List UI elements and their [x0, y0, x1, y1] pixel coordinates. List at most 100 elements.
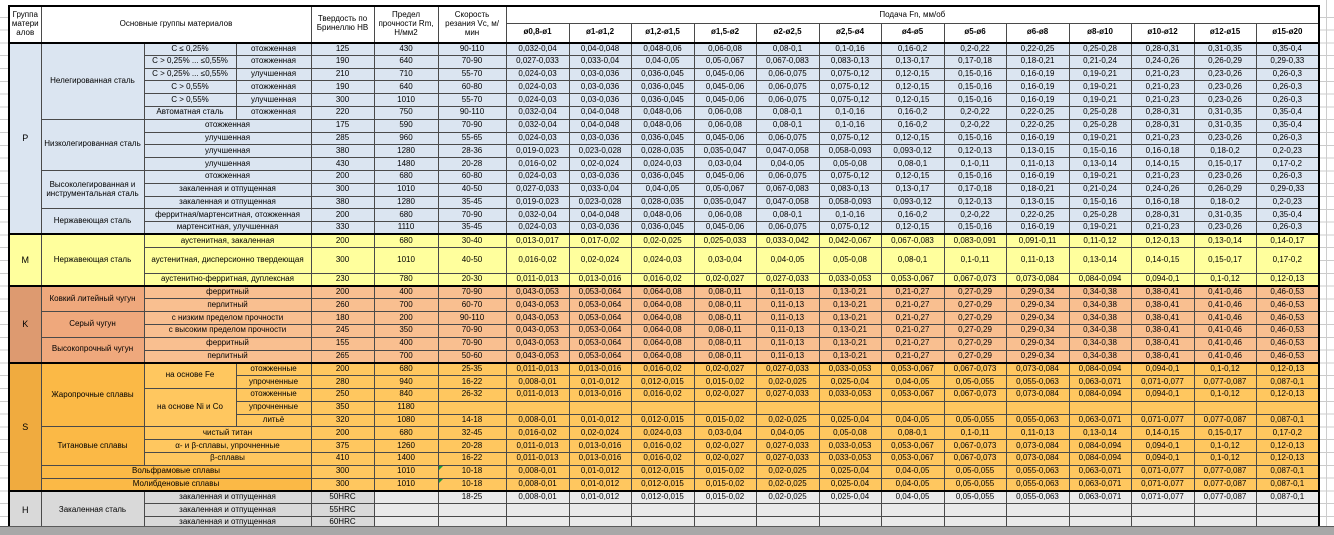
feed-value[interactable]: 0,019-0,023: [505, 195, 570, 210]
feed-value[interactable]: 0,26-0,3: [1255, 93, 1320, 107]
feed-value[interactable]: 0,16-0,19: [1005, 67, 1070, 82]
rm-value[interactable]: 1010: [373, 182, 439, 197]
rm-value[interactable]: 640: [373, 80, 439, 95]
material-label[interactable]: Молибденовые сплавы: [40, 477, 312, 492]
feed-value[interactable]: 0,18-0,2: [1193, 144, 1257, 159]
feed-value[interactable]: 0,011-0,013: [505, 387, 570, 402]
feed-value[interactable]: 0,013-0,016: [568, 387, 632, 402]
vc-value[interactable]: 16-22: [437, 451, 507, 466]
feed-value[interactable]: 0,06-0,08: [693, 105, 757, 120]
feed-value[interactable]: 0,08-0,1: [880, 246, 945, 274]
feed-value[interactable]: 0,075-0,12: [818, 80, 882, 95]
hb-value[interactable]: 330: [310, 221, 375, 235]
feed-value[interactable]: 0,024-0,03: [505, 221, 570, 235]
feed-value[interactable]: 0,043-0,053: [505, 336, 570, 351]
feed-value[interactable]: 0,02-0,027: [693, 387, 757, 402]
feed-value[interactable]: 0,06-0,08: [693, 118, 757, 133]
hb-value[interactable]: 190: [310, 80, 375, 95]
feed-value[interactable]: 0,053-0,067: [880, 387, 945, 402]
feed-value[interactable]: 0,033-0,053: [818, 451, 882, 466]
feed-value[interactable]: 0,02-0,025: [630, 233, 695, 248]
feed-value[interactable]: 0,033-0,053: [818, 361, 882, 377]
feed-value[interactable]: 0,087-0,1: [1255, 464, 1320, 479]
hb-value[interactable]: 200: [310, 285, 375, 300]
feed-value[interactable]: 0,46-0,53: [1255, 336, 1320, 351]
feed-value[interactable]: 0,083-0,13: [818, 182, 882, 197]
feed-value[interactable]: 0,13-0,14: [1068, 246, 1132, 274]
feed-value[interactable]: 0,055-0,063: [1005, 489, 1070, 505]
feed-value[interactable]: 0,1-0,12: [1193, 439, 1257, 453]
feed-value[interactable]: 0,27-0,29: [943, 311, 1007, 325]
feed-value[interactable]: 0,032-0,04: [505, 118, 570, 133]
rm-value[interactable]: 1110: [373, 221, 439, 235]
vc-value[interactable]: 40-50: [437, 246, 507, 274]
feed-value[interactable]: [505, 400, 570, 415]
hb-value[interactable]: 190: [310, 54, 375, 69]
rm-value[interactable]: 640: [373, 54, 439, 69]
feed-value[interactable]: 0,31-0,35: [1193, 41, 1257, 56]
material-label[interactable]: C > 0,55%: [143, 80, 237, 95]
group-letter-S[interactable]: S: [8, 361, 42, 492]
feed-value[interactable]: 0,045-0,06: [693, 131, 757, 146]
feed-value[interactable]: 0,1-0,16: [818, 41, 882, 56]
rm-value[interactable]: 1480: [373, 157, 439, 171]
rm-value[interactable]: 960: [373, 131, 439, 146]
feed-value[interactable]: 0,075-0,12: [818, 67, 882, 82]
feed-value[interactable]: 0,058-0,093: [818, 144, 882, 159]
feed-value[interactable]: [818, 400, 882, 415]
vc-value[interactable]: 30-40: [437, 233, 507, 248]
feed-value[interactable]: 0,03-0,036: [568, 131, 632, 146]
feed-value[interactable]: 0,043-0,053: [505, 323, 570, 338]
feed-value[interactable]: 0,12-0,15: [880, 221, 945, 235]
feed-value[interactable]: 0,011-0,013: [505, 272, 570, 287]
feed-value[interactable]: 0,13-0,14: [1068, 157, 1132, 171]
feed-value[interactable]: 0,46-0,53: [1255, 311, 1320, 325]
material-label[interactable]: β-сплавы: [143, 451, 312, 466]
rm-value[interactable]: 200: [373, 311, 439, 325]
material-label[interactable]: улучшенная: [143, 157, 312, 171]
hb-value[interactable]: 300: [310, 182, 375, 197]
feed-value[interactable]: 0,071-0,077: [1130, 375, 1195, 389]
feed-value[interactable]: 0,053-0,067: [880, 451, 945, 466]
material-label[interactable]: чистый титан: [143, 426, 312, 441]
feed-value[interactable]: 0,13-0,21: [818, 285, 882, 300]
feed-value[interactable]: 0,21-0,23: [1130, 221, 1195, 235]
feed-value[interactable]: 0,033-0,04: [568, 54, 632, 69]
feed-value[interactable]: 0,21-0,27: [880, 298, 945, 313]
header-diameter[interactable]: ø10-ø12: [1130, 23, 1195, 44]
header-hardness-col[interactable]: Твердость по Бринеллю HB: [310, 5, 375, 43]
header-diameter[interactable]: ø1,2-ø1,5: [630, 23, 695, 44]
feed-value[interactable]: 0,01-0,012: [568, 464, 632, 479]
feed-value[interactable]: 0,14-0,15: [1130, 246, 1195, 274]
feed-value[interactable]: 0,41-0,46: [1193, 336, 1257, 351]
feed-value[interactable]: 0,011-0,013: [505, 361, 570, 377]
feed-value[interactable]: 0,024-0,03: [505, 131, 570, 146]
feed-value[interactable]: 0,016-0,02: [505, 426, 570, 441]
feed-value[interactable]: 0,15-0,16: [1068, 195, 1132, 210]
feed-value[interactable]: 0,075-0,12: [818, 93, 882, 107]
feed-value[interactable]: 0,053-0,067: [880, 272, 945, 287]
feed-value[interactable]: 0,34-0,38: [1068, 298, 1132, 313]
rm-value[interactable]: 680: [373, 169, 439, 184]
feed-value[interactable]: 0,38-0,41: [1130, 349, 1195, 364]
feed-value[interactable]: 0,045-0,06: [693, 93, 757, 107]
vc-value[interactable]: [437, 400, 507, 415]
feed-value[interactable]: 0,02-0,027: [693, 361, 757, 377]
feed-value[interactable]: 0,03-0,036: [568, 67, 632, 82]
feed-value[interactable]: 0,21-0,23: [1130, 67, 1195, 82]
material-label[interactable]: аустенитно-ферритная, дуплексная: [143, 272, 312, 287]
feed-value[interactable]: [755, 503, 820, 517]
material-label[interactable]: Нелегированная сталь: [40, 41, 145, 120]
feed-value[interactable]: 0,16-0,19: [1005, 221, 1070, 235]
material-label[interactable]: закаленная и отпущенная: [143, 182, 312, 197]
feed-value[interactable]: 0,2-0,23: [1255, 144, 1320, 159]
feed-value[interactable]: 0,064-0,08: [630, 298, 695, 313]
feed-value[interactable]: 0,15-0,16: [943, 131, 1007, 146]
feed-value[interactable]: 0,15-0,16: [943, 80, 1007, 95]
feed-value[interactable]: 0,16-0,2: [880, 208, 945, 223]
feed-value[interactable]: 0,31-0,35: [1193, 105, 1257, 120]
feed-value[interactable]: 0,04-0,05: [630, 182, 695, 197]
material-label[interactable]: улучшенная: [143, 131, 312, 146]
feed-value[interactable]: 0,12-0,13: [1255, 361, 1320, 377]
material-label[interactable]: перлитный: [143, 298, 312, 313]
